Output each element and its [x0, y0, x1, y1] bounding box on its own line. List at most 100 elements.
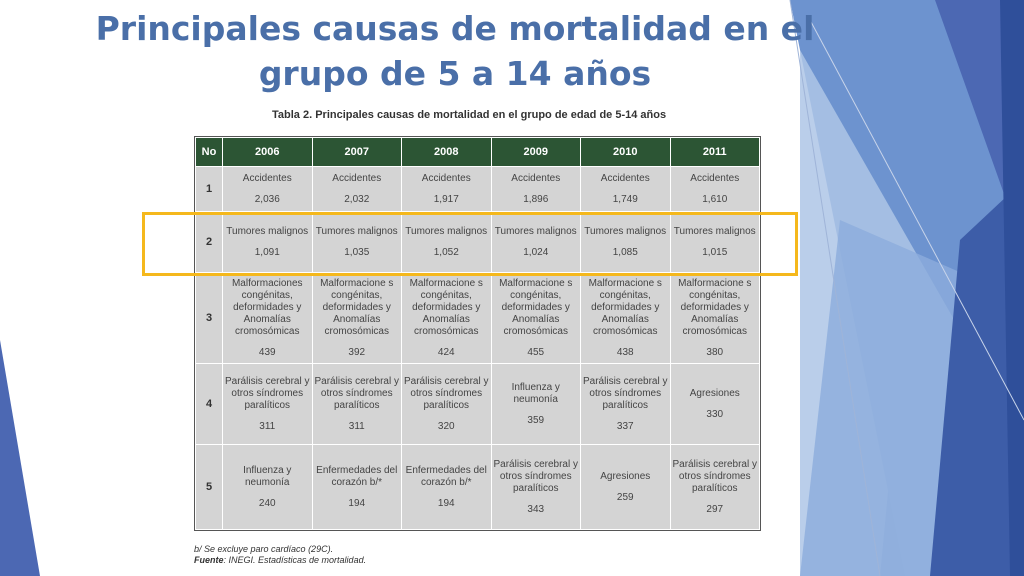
cause-label: Accidentes [421, 172, 471, 184]
cause-label: Accidentes [600, 172, 650, 184]
death-count: 1,917 [433, 193, 459, 205]
death-count: 359 [527, 414, 545, 426]
mortality-table: No 2006 2007 2008 2009 2010 2011 1 Accide… [195, 137, 760, 530]
cause-label: Accidentes [332, 172, 382, 184]
mortality-table-container: No 2006 2007 2008 2009 2010 2011 1 Accide… [194, 136, 761, 531]
death-count: 424 [437, 346, 455, 358]
deco-shape-right-dark [930, 180, 1024, 576]
cause-label: Agresiones [689, 387, 740, 399]
cause-label: Malformacione s congénitas, deformidades… [678, 277, 752, 337]
cause-label: Accidentes [242, 172, 292, 184]
cause-label: Agresiones [600, 470, 651, 482]
table-cell: Malformacione s congénitas, deformidades… [311, 272, 402, 364]
cause-label: Influenza y neumonía [243, 464, 292, 488]
death-count: 297 [706, 503, 724, 515]
death-count: 337 [616, 420, 634, 432]
table-cell: Agresiones 330 [669, 363, 760, 445]
cause-label: Accidentes [511, 172, 561, 184]
table-cell: Parálisis cerebral y otros síndromes par… [401, 363, 492, 445]
table-cell: Tumores malignos 1,035 [311, 211, 402, 273]
cause-label: Parálisis cerebral y otros síndromes par… [493, 458, 578, 494]
table-cell: Parálisis cerebral y otros síndromes par… [490, 444, 581, 530]
table-header-row: No 2006 2007 2008 2009 2010 2011 [195, 137, 760, 167]
table-cell: Malformacione s congénitas, deformidades… [669, 272, 760, 364]
table-cell: Agresiones 259 [580, 444, 671, 530]
cause-label: Tumores malignos [584, 225, 667, 237]
table-row: 1 Accidentes 2,036 Accidentes 2,032 Accidente… [195, 166, 760, 212]
header-year: 2010 [580, 137, 671, 167]
death-count: 1,052 [433, 246, 459, 258]
death-count: 1,085 [612, 246, 638, 258]
cause-label: Tumores malignos [226, 225, 309, 237]
table-cell: Accidentes 2,032 [311, 166, 402, 212]
cause-label: Parálisis cerebral y otros síndromes par… [672, 458, 757, 494]
table-cell: Influenza y neumonía 240 [222, 444, 313, 530]
death-count: 1,024 [523, 246, 549, 258]
row-number: 5 [195, 444, 223, 530]
table-cell: Tumores malignos 1,015 [669, 211, 760, 273]
source-text: : INEGI. Estadísticas de mortalidad. [223, 555, 367, 565]
death-count: 2,036 [254, 193, 280, 205]
header-year: 2008 [401, 137, 492, 167]
row-number: 4 [195, 363, 223, 445]
table-cell: Tumores malignos 1,091 [222, 211, 313, 273]
table-cell: Enfermedades del corazón b/* 194 [401, 444, 492, 530]
death-count: 1,091 [254, 246, 280, 258]
death-count: 439 [258, 346, 276, 358]
cause-label: Parálisis cerebral y otros síndromes par… [314, 375, 399, 411]
cause-label: Malformacione s congénitas, deformidades… [499, 277, 573, 337]
cause-label: Influenza y neumonía [511, 381, 560, 405]
cause-label: Malformacione s congénitas, deformidades… [320, 277, 394, 337]
table-cell: Parálisis cerebral y otros síndromes par… [580, 363, 671, 445]
deco-shape-right-edge [1000, 0, 1024, 576]
cause-label: Malformacione s congénitas, deformidades… [588, 277, 662, 337]
cause-label: Tumores malignos [494, 225, 577, 237]
cause-label: Tumores malignos [405, 225, 488, 237]
table-row: 5 Influenza y neumonía 240 Enfermedades del… [195, 444, 760, 530]
table-footnote: b/ Se excluye paro cardíaco (29C). [194, 544, 334, 554]
death-count: 438 [616, 346, 634, 358]
table-row: 2 Tumores malignos 1,091 Tumores malignos 1,… [195, 211, 760, 273]
death-count: 1,896 [523, 193, 549, 205]
death-count: 330 [706, 408, 724, 420]
table-cell: Accidentes 2,036 [222, 166, 313, 212]
death-count: 455 [527, 346, 545, 358]
table-cell: Influenza y neumonía 359 [490, 363, 581, 445]
cause-label: Tumores malignos [673, 225, 756, 237]
table-cell: Malformacione s congénitas, deformidades… [490, 272, 581, 364]
death-count: 343 [527, 503, 545, 515]
table-cell: Accidentes 1,610 [669, 166, 760, 212]
deco-line-2 [809, 19, 1024, 421]
slide-title-line-2: grupo de 5 a 14 años [258, 54, 652, 93]
header-year: 2011 [669, 137, 760, 167]
table-cell: Enfermedades del corazón b/* 194 [311, 444, 402, 530]
slide-title: Principales causas de mortalidad en el g… [60, 6, 850, 96]
death-count: 1,749 [612, 193, 638, 205]
table-cell: Tumores malignos 1,024 [490, 211, 581, 273]
death-count: 240 [258, 497, 276, 509]
death-count: 380 [706, 346, 724, 358]
death-count: 311 [259, 420, 276, 432]
table-cell: Accidentes 1,896 [490, 166, 581, 212]
deco-line-1 [789, 0, 881, 576]
row-number: 2 [195, 211, 223, 273]
cause-label: Parálisis cerebral y otros síndromes par… [225, 375, 310, 411]
header-no: No [195, 137, 223, 167]
table-cell: Accidentes 1,749 [580, 166, 671, 212]
death-count: 259 [616, 491, 634, 503]
death-count: 2,032 [344, 193, 370, 205]
cause-label: Accidentes [690, 172, 740, 184]
death-count: 194 [437, 497, 455, 509]
row-number: 1 [195, 166, 223, 212]
death-count: 1,015 [702, 246, 728, 258]
table-cell: Tumores malignos 1,052 [401, 211, 492, 273]
table-cell: Accidentes 1,917 [401, 166, 492, 212]
table-cell: Malformacione s congénitas, deformidades… [580, 272, 671, 364]
table-row: 4 Parálisis cerebral y otros síndromes pa… [195, 363, 760, 445]
slide-title-line-1: Principales causas de mortalidad en el [95, 9, 815, 48]
table-cell: Malformacione s congénitas, deformidades… [401, 272, 492, 364]
death-count: 1,035 [344, 246, 370, 258]
death-count: 320 [437, 420, 455, 432]
table-source: Fuente: INEGI. Estadísticas de mortalida… [194, 555, 366, 565]
